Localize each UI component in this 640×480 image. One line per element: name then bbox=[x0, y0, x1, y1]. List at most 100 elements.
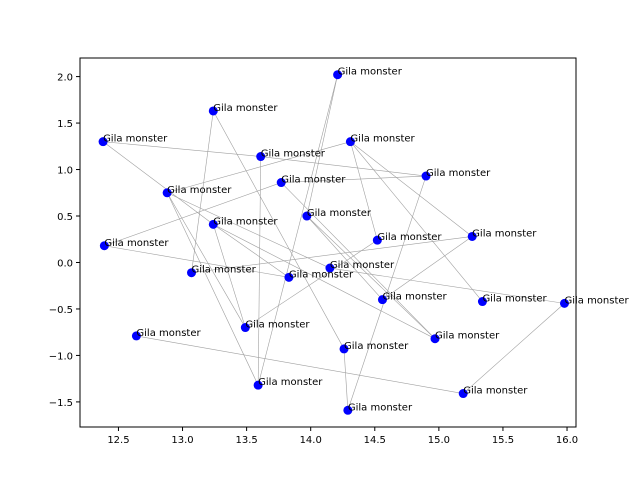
data-point-label: Gila monster bbox=[261, 149, 326, 160]
edge-line bbox=[103, 141, 261, 157]
data-point-label: Gila monster bbox=[104, 238, 169, 249]
data-point bbox=[339, 344, 349, 354]
data-point-label: Gila monster bbox=[213, 103, 278, 114]
y-tick-label: 0.5 bbox=[57, 212, 73, 223]
edge-line bbox=[191, 236, 473, 274]
data-point-label: Gila monster bbox=[307, 208, 372, 219]
data-point bbox=[256, 152, 266, 162]
data-point bbox=[302, 211, 312, 221]
data-point bbox=[131, 331, 141, 341]
data-point bbox=[345, 137, 355, 147]
edge-line bbox=[306, 74, 338, 217]
data-point-label: Gila monster bbox=[426, 168, 491, 179]
x-tick-label: 13.5 bbox=[235, 435, 257, 446]
data-point-label: Gila monster bbox=[192, 265, 257, 276]
data-point bbox=[477, 297, 487, 307]
data-point bbox=[98, 137, 108, 147]
edge-line bbox=[167, 141, 351, 194]
data-point bbox=[187, 268, 197, 278]
x-tick-label: 15.0 bbox=[428, 435, 450, 446]
data-point bbox=[430, 334, 440, 344]
data-point-label: Gila monster bbox=[167, 185, 232, 196]
edge-line bbox=[382, 236, 473, 300]
edge-line bbox=[245, 239, 378, 328]
edge-line bbox=[350, 141, 378, 241]
data-point bbox=[208, 219, 218, 229]
data-point-label: Gila monster bbox=[344, 341, 409, 352]
edge-line bbox=[213, 110, 345, 350]
plot-area-frame bbox=[79, 57, 577, 428]
data-point bbox=[377, 295, 387, 305]
edge-line bbox=[167, 192, 331, 269]
data-point-label: Gila monster bbox=[330, 260, 395, 271]
edge-line bbox=[257, 156, 262, 386]
data-point bbox=[208, 106, 218, 116]
data-point bbox=[253, 380, 263, 390]
data-point-label: Gila monster bbox=[289, 269, 354, 280]
edge-line bbox=[329, 267, 565, 304]
edge-line bbox=[306, 215, 436, 339]
data-point-label: Gila monster bbox=[350, 134, 415, 145]
data-point-label: Gila monster bbox=[103, 134, 168, 145]
y-tick-label: 1.5 bbox=[57, 119, 73, 130]
edge-line bbox=[166, 192, 246, 328]
data-point-label: Gila monster bbox=[463, 386, 528, 397]
data-point-label: Gila monster bbox=[245, 320, 310, 331]
edge-line bbox=[102, 141, 214, 225]
edge-line bbox=[191, 110, 214, 273]
y-tick-label: −1.0 bbox=[49, 351, 73, 362]
y-tick-label: 0.0 bbox=[57, 258, 73, 269]
data-point bbox=[372, 235, 382, 245]
data-point-label: Gila monster bbox=[348, 402, 413, 413]
data-point bbox=[325, 263, 335, 273]
edge-line bbox=[257, 74, 338, 386]
x-tick-label: 14.5 bbox=[364, 435, 386, 446]
data-point bbox=[559, 298, 569, 308]
data-point bbox=[458, 389, 468, 399]
x-tick-label: 12.5 bbox=[107, 435, 129, 446]
edges-layer bbox=[102, 74, 565, 411]
data-point-label: Gila monster bbox=[482, 294, 547, 305]
data-point bbox=[333, 70, 343, 80]
y-tick-label: −1.5 bbox=[49, 398, 73, 409]
x-tick-label: 14.0 bbox=[300, 435, 322, 446]
x-tick-label: 16.0 bbox=[556, 435, 578, 446]
edge-line bbox=[281, 175, 427, 183]
data-point bbox=[99, 241, 109, 251]
edge-line bbox=[350, 141, 473, 237]
x-axis: 12.5 13.0 13.5 14.0 14.5 15.0 15.5 16.0 bbox=[107, 427, 578, 446]
y-tick-label: 2.0 bbox=[57, 73, 73, 84]
edge-line bbox=[343, 348, 349, 411]
data-point-label: Gila monster bbox=[136, 328, 201, 339]
edge-line bbox=[213, 224, 436, 339]
data-point-label: Gila monster bbox=[377, 232, 442, 243]
edge-line bbox=[350, 141, 483, 302]
data-point-label: Gila monster bbox=[338, 67, 403, 78]
x-tick-label: 13.0 bbox=[171, 435, 193, 446]
edge-line bbox=[213, 224, 246, 328]
data-point bbox=[240, 323, 250, 333]
y-axis: −1.5 −1.0 −0.5 0.0 0.5 1.0 1.5 2.0 bbox=[49, 73, 80, 409]
x-tick-label: 15.5 bbox=[492, 435, 514, 446]
data-point bbox=[162, 188, 172, 198]
data-point-label: Gila monster bbox=[281, 175, 346, 186]
points-layer bbox=[98, 70, 569, 415]
edge-line bbox=[213, 224, 290, 278]
data-point bbox=[343, 405, 353, 415]
edge-line bbox=[104, 245, 289, 278]
y-tick-label: −0.5 bbox=[49, 305, 73, 316]
data-point-label: Gila monster bbox=[382, 292, 447, 303]
data-point bbox=[284, 272, 294, 282]
data-point bbox=[421, 171, 431, 181]
data-point-label: Gila monster bbox=[213, 216, 278, 227]
data-point-label: Gila monster bbox=[258, 377, 323, 388]
y-tick-label: 1.0 bbox=[57, 166, 73, 177]
edge-line bbox=[166, 192, 259, 386]
data-point-label: Gila monster bbox=[564, 295, 629, 306]
edge-line bbox=[104, 182, 282, 247]
edge-line bbox=[260, 156, 427, 177]
